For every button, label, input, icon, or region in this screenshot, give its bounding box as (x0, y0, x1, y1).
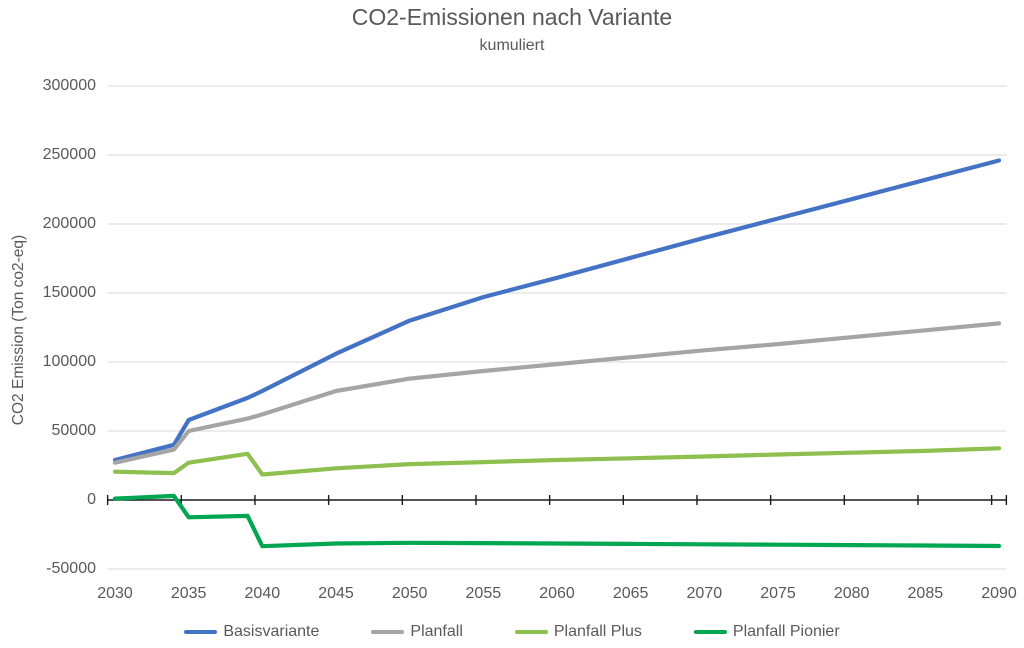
x-tick-label: 2075 (760, 585, 796, 602)
x-tick-label: 2070 (686, 585, 723, 602)
y-tick-label: -50000 (46, 560, 96, 577)
legend-item-planfall-pionier: Planfall Pionier (693, 623, 840, 641)
y-tick-label: 50000 (51, 422, 97, 439)
legend-line-swatch (514, 629, 548, 635)
legend-line-swatch (693, 629, 727, 635)
y-axis-title: CO2 Emission (Ton co2-eq) (10, 234, 27, 426)
x-tick-label: 2035 (170, 585, 207, 602)
chart-subtitle: kumuliert (479, 37, 545, 54)
series-line-planfall-pionier (112, 493, 1002, 549)
x-tick-label: 2030 (97, 585, 133, 602)
series-line-planfall (112, 321, 1002, 465)
y-tick-label: 150000 (42, 284, 96, 301)
x-tick-label: 2090 (981, 585, 1017, 602)
y-tick-label: 300000 (42, 77, 96, 94)
series-line-basisvariante (112, 158, 1002, 463)
x-tick-label: 2050 (391, 585, 428, 602)
y-tick-label: 0 (87, 491, 96, 508)
legend-item-planfall-plus: Planfall Plus (514, 623, 642, 641)
legend-line-swatch (371, 629, 405, 635)
x-tick-label: 2055 (465, 585, 502, 602)
x-tick-label: 2065 (612, 585, 649, 602)
chart-title: CO2-Emissionen nach Variante (351, 4, 673, 30)
x-tick-label: 2040 (244, 585, 281, 602)
y-tick-label: 250000 (42, 146, 96, 163)
x-tick-label: 2045 (318, 585, 354, 602)
y-tick-label: 100000 (42, 353, 96, 370)
legend-label: Planfall (410, 623, 463, 640)
x-tick-label: 2085 (907, 585, 944, 602)
legend-item-basisvariante: Basisvariante (184, 623, 319, 641)
gridlines (107, 85, 1007, 570)
x-tick-label: 2060 (539, 585, 575, 602)
series-line-planfall-plus (112, 446, 1002, 477)
x-tick-label: 2080 (833, 585, 870, 602)
legend-label: Planfall Pionier (732, 623, 840, 640)
legend-line-swatch (184, 629, 218, 635)
series-lines (112, 158, 1002, 549)
legend-label: Basisvariante (223, 623, 320, 640)
legend-label: Planfall Plus (553, 623, 642, 640)
y-tick-label: 200000 (42, 215, 96, 232)
chart-legend: Basisvariante Planfall Planfall Plus Planfa… (0, 620, 1024, 644)
legend-item-planfall: Planfall (371, 623, 463, 641)
x-axis (106, 495, 1008, 505)
